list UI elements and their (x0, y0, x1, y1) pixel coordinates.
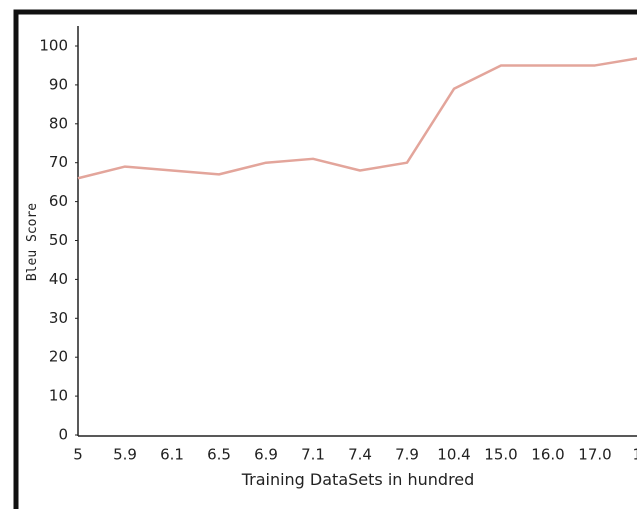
y-tick-label: 40 (49, 270, 68, 288)
x-tick-label: 18 (632, 446, 637, 464)
y-tick-label: 0 (58, 426, 68, 444)
frame (13, 9, 637, 509)
y-tick-label: 60 (49, 192, 68, 210)
x-tick-label: 6.9 (254, 446, 278, 464)
y-tick-label: 10 (49, 387, 68, 405)
y-tick-label: 70 (49, 153, 68, 171)
x-tick-label: 5.9 (113, 446, 137, 464)
x-tick-label: 6.1 (160, 446, 184, 464)
y-tick-label: 50 (49, 231, 68, 249)
y-tick-label: 30 (49, 309, 68, 327)
y-tick-label: 90 (49, 75, 68, 93)
x-tick-label: 15.0 (484, 446, 517, 464)
y-axis-label: Bleu Score (25, 203, 40, 281)
y-tick-label: 20 (49, 348, 68, 366)
x-tick-label: 10.4 (437, 446, 470, 464)
x-tick-label: 6.5 (207, 446, 231, 464)
x-tick-label: 5 (73, 446, 83, 464)
x-tick-label: 16.0 (531, 446, 564, 464)
x-tick-label: 7.1 (301, 446, 325, 464)
x-tick-label: 17.0 (578, 446, 611, 464)
y-tick-label: 80 (49, 114, 68, 132)
x-tick-label: 7.9 (395, 446, 419, 464)
line (77, 57, 637, 180)
x-axis-label: Training DataSets in hundred (241, 470, 475, 489)
y-tick-label: 100 (39, 37, 68, 55)
x-tick-label: 7.4 (348, 446, 372, 464)
